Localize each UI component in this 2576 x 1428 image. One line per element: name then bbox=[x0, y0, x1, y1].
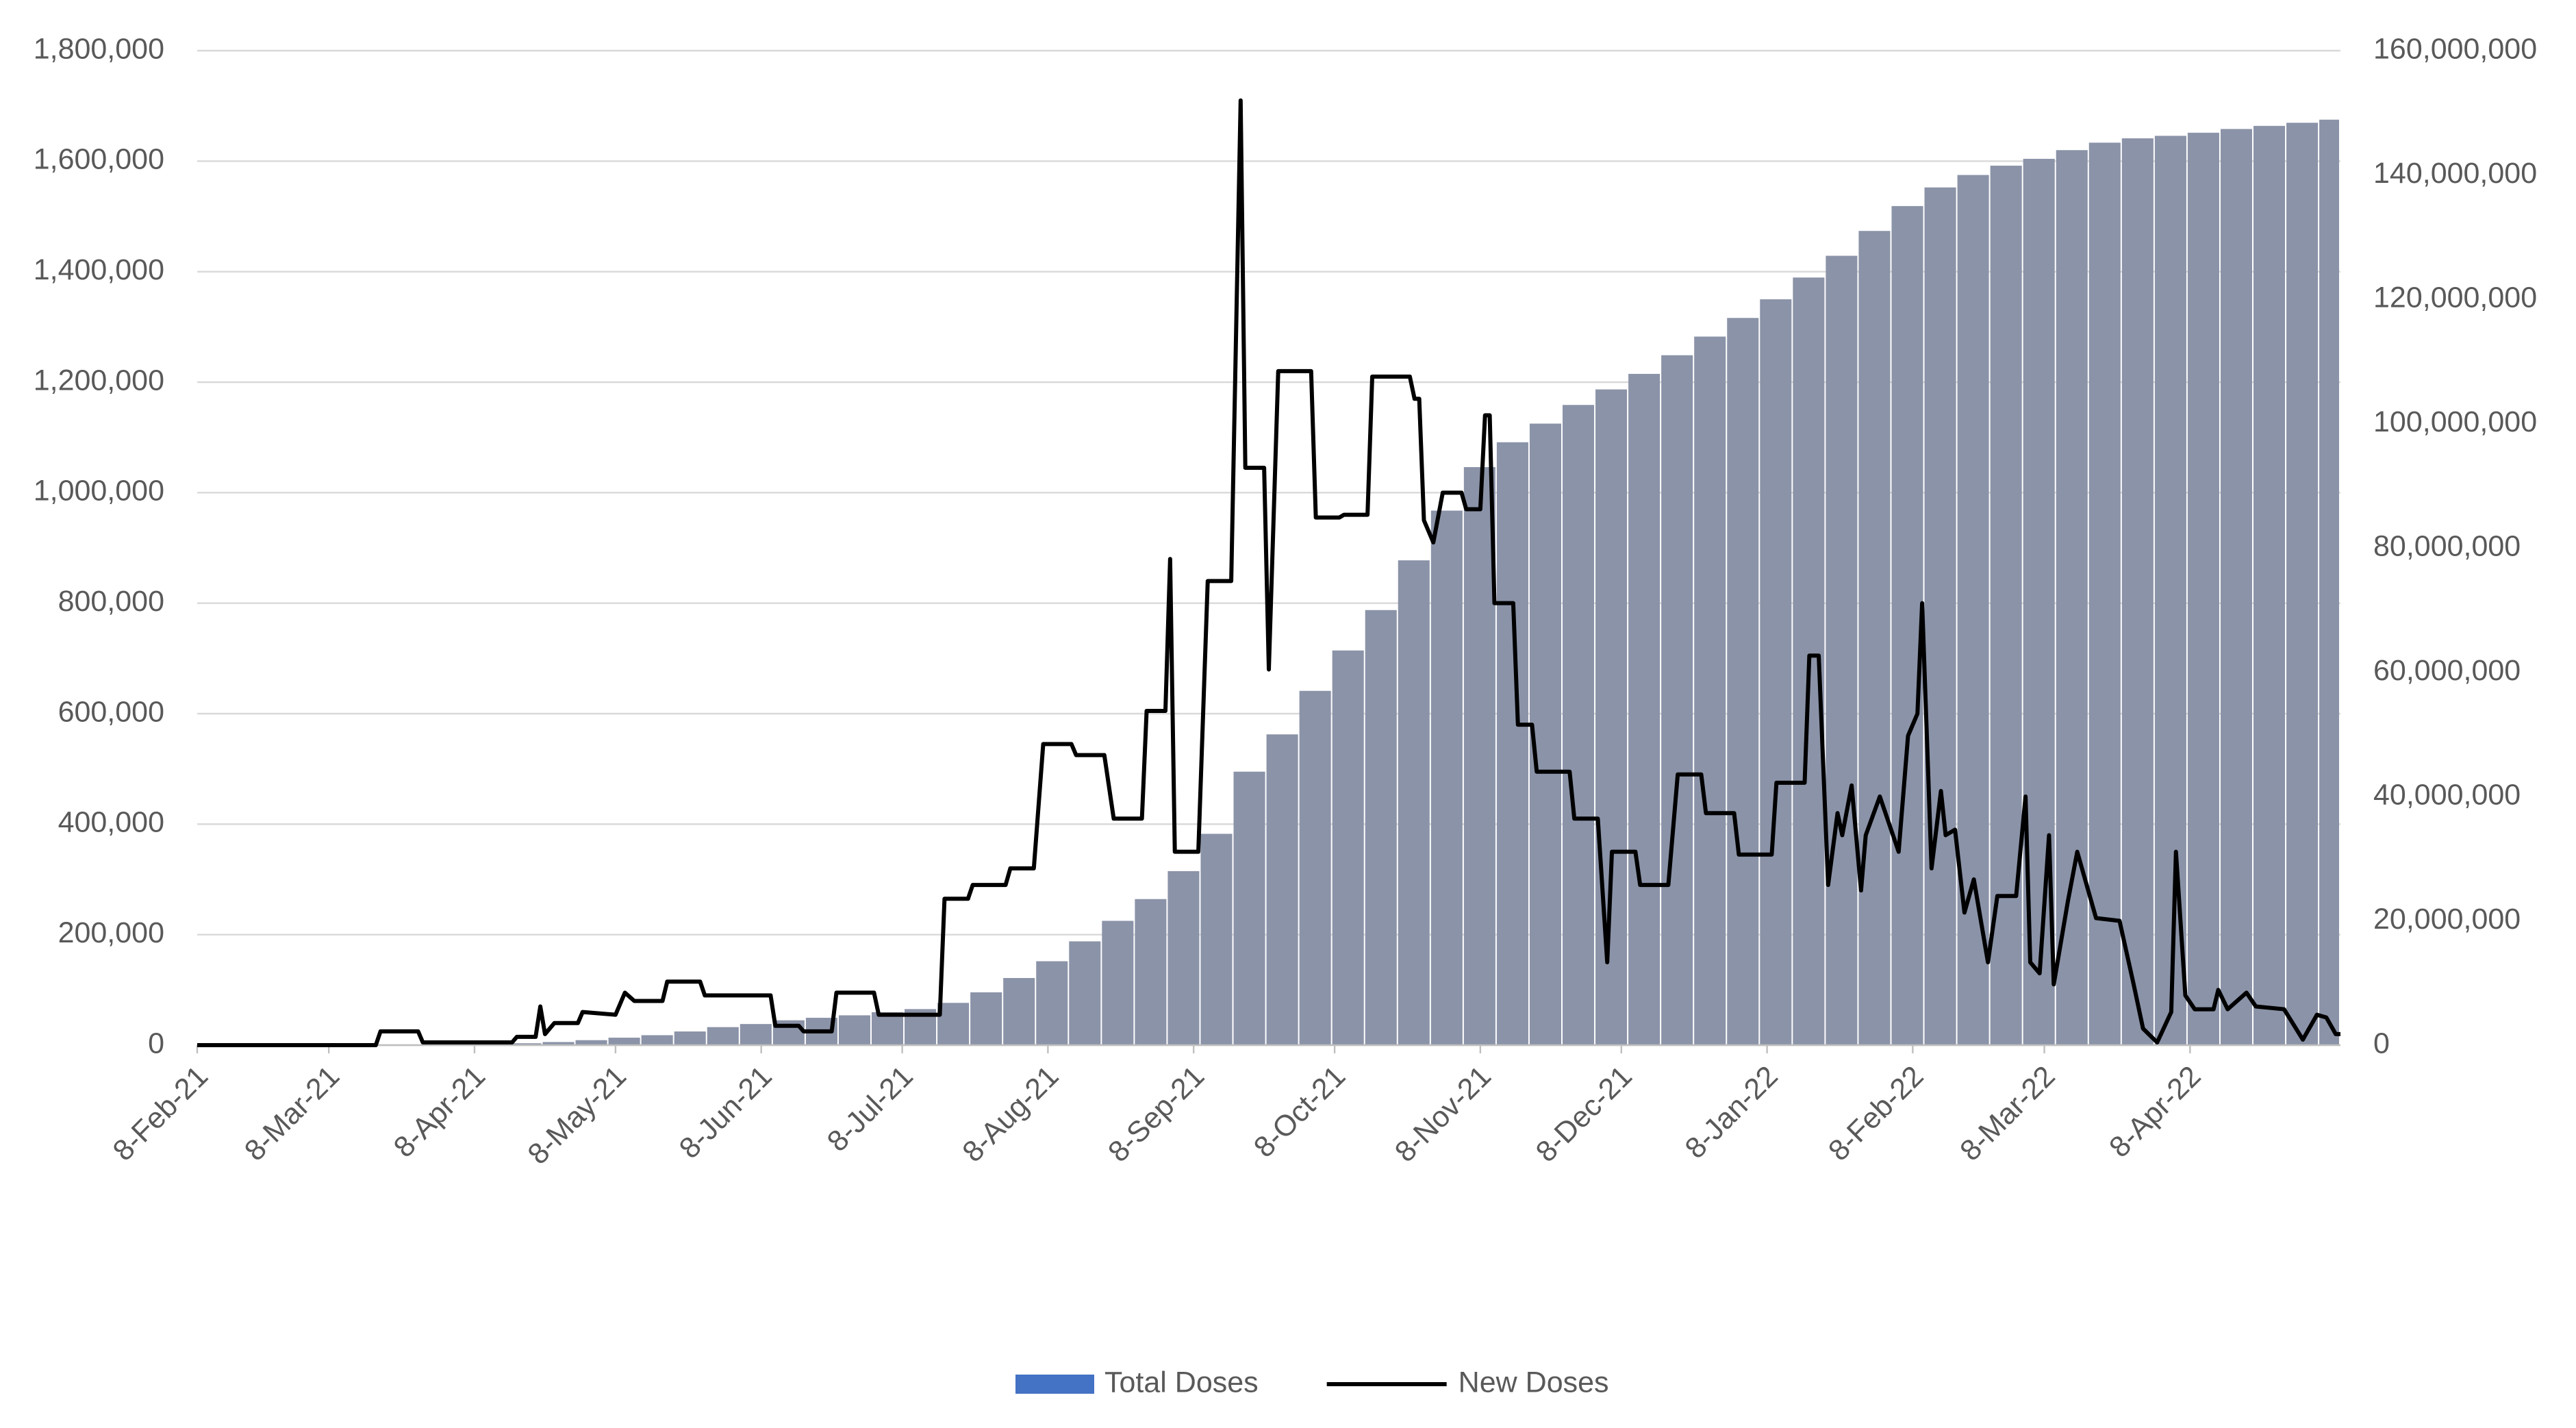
bar bbox=[740, 1024, 772, 1045]
y2-tick-label: 80,000,000 bbox=[2373, 529, 2521, 562]
bar bbox=[1200, 834, 1233, 1045]
bar bbox=[2121, 138, 2154, 1045]
y2-tick-label: 40,000,000 bbox=[2373, 778, 2521, 811]
y-tick-label: 0 bbox=[148, 1027, 164, 1060]
x-tick-label: 8-Apr-22 bbox=[2103, 1060, 2207, 1164]
bar bbox=[1233, 771, 1265, 1045]
bar bbox=[542, 1042, 574, 1045]
bar bbox=[674, 1031, 706, 1045]
bar bbox=[1924, 187, 1956, 1045]
bar bbox=[1957, 175, 1989, 1045]
x-tick-label: 8-Dec-21 bbox=[1530, 1060, 1639, 1168]
y-tick-label: 1,600,000 bbox=[34, 143, 164, 176]
bar bbox=[838, 1015, 870, 1045]
x-tick-label: 8-Feb-22 bbox=[1822, 1060, 1930, 1167]
bar bbox=[1826, 255, 1858, 1046]
bar bbox=[707, 1027, 739, 1045]
x-tick-label: 8-Jan-22 bbox=[1679, 1060, 1784, 1165]
bar bbox=[1430, 510, 1463, 1045]
y2-tick-label: 60,000,000 bbox=[2373, 654, 2521, 687]
y2-tick-label: 100,000,000 bbox=[2373, 405, 2537, 438]
bar bbox=[2286, 123, 2319, 1045]
x-tick-label: 8-Nov-21 bbox=[1389, 1060, 1498, 1168]
x-tick-label: 8-Apr-21 bbox=[388, 1060, 492, 1164]
bar bbox=[937, 1003, 970, 1045]
y2-tick-label: 160,000,000 bbox=[2373, 32, 2537, 65]
bar bbox=[1595, 389, 1628, 1045]
bar bbox=[608, 1038, 640, 1045]
y-tick-label: 600,000 bbox=[58, 695, 164, 728]
bar bbox=[1135, 899, 1167, 1045]
y-tick-label: 1,800,000 bbox=[34, 32, 164, 65]
bar bbox=[2253, 125, 2286, 1045]
bar bbox=[2187, 132, 2219, 1045]
legend-label: New Doses bbox=[1459, 1366, 1609, 1399]
x-tick-label: 8-Jul-21 bbox=[821, 1060, 920, 1158]
y-tick-label: 400,000 bbox=[58, 806, 164, 839]
bar bbox=[1563, 405, 1595, 1045]
bar bbox=[575, 1040, 607, 1045]
bar bbox=[1003, 977, 1035, 1045]
y-tick-label: 1,200,000 bbox=[34, 364, 164, 397]
x-tick-label: 8-May-21 bbox=[522, 1060, 633, 1170]
bar bbox=[1628, 373, 1660, 1045]
bar bbox=[1266, 734, 1298, 1045]
line bbox=[197, 98, 2340, 1047]
y2-tick-label: 140,000,000 bbox=[2373, 157, 2537, 190]
legend: Total Doses New Doses bbox=[1015, 1366, 1609, 1399]
bar bbox=[509, 1043, 542, 1045]
bar bbox=[871, 1012, 904, 1045]
bar bbox=[2154, 136, 2186, 1045]
x-tick-label: 8-Oct-21 bbox=[1248, 1060, 1352, 1164]
bar bbox=[1727, 318, 1759, 1046]
bar bbox=[1299, 690, 1331, 1045]
x-tick-label: 8-Mar-21 bbox=[238, 1060, 346, 1167]
y-tick-label: 1,000,000 bbox=[34, 475, 164, 508]
bar bbox=[1332, 650, 1364, 1045]
y-tick-label: 800,000 bbox=[58, 585, 164, 618]
y-tick-label: 1,400,000 bbox=[34, 253, 164, 286]
x-tick-label: 8-Sep-21 bbox=[1102, 1060, 1211, 1168]
bar bbox=[1069, 941, 1101, 1045]
legend-label: Total Doses bbox=[1104, 1366, 1259, 1399]
y2-tick-label: 120,000,000 bbox=[2373, 281, 2537, 314]
bar bbox=[1661, 355, 1693, 1045]
bar bbox=[1463, 467, 1495, 1045]
bar bbox=[1365, 610, 1397, 1045]
axes bbox=[196, 1044, 2340, 1053]
line-series bbox=[197, 98, 2340, 1047]
bar bbox=[1036, 961, 1068, 1045]
bar bbox=[1398, 560, 1430, 1045]
bar bbox=[2056, 150, 2088, 1046]
bar bbox=[2319, 119, 2339, 1045]
x-tick-label: 8-Feb-21 bbox=[107, 1060, 214, 1167]
bar bbox=[2220, 129, 2253, 1046]
y-tick-label: 200,000 bbox=[58, 916, 164, 949]
bar bbox=[641, 1035, 673, 1045]
y2-tick-label: 0 bbox=[2373, 1027, 2390, 1060]
bar bbox=[1858, 231, 1891, 1045]
bar bbox=[2088, 142, 2121, 1045]
bar-series bbox=[477, 119, 2339, 1046]
bar bbox=[1760, 299, 1792, 1045]
x-tick-label: 8-Aug-21 bbox=[956, 1060, 1065, 1168]
x-tick-label: 8-Mar-22 bbox=[1954, 1060, 2061, 1167]
bar bbox=[1694, 336, 1726, 1046]
bar bbox=[1496, 442, 1528, 1045]
bar bbox=[1102, 920, 1134, 1045]
bar bbox=[1891, 205, 1923, 1045]
bar bbox=[1167, 870, 1200, 1045]
legend-swatch bbox=[1015, 1375, 1094, 1394]
x-tick-label: 8-Jun-21 bbox=[673, 1060, 779, 1165]
y2-tick-label: 20,000,000 bbox=[2373, 903, 2521, 936]
bar bbox=[970, 992, 1002, 1045]
